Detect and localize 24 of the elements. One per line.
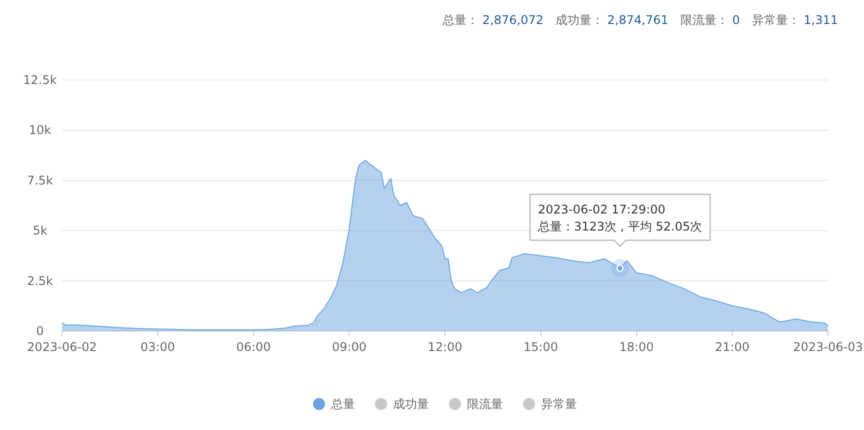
- legend-label: 总量: [330, 397, 355, 411]
- y-tick-label: 7.5k: [26, 173, 54, 188]
- text: 限流量： 0: [680, 13, 740, 27]
- y-tick-label: 5k: [32, 224, 48, 238]
- text: 成功量： 2,874,761: [555, 13, 668, 27]
- x-tick-label: 2023-06-02: [27, 340, 97, 354]
- x-tick-label: 03:00: [140, 340, 176, 354]
- annotation: 2023-06-02 17:29:00 总量：3123次 , 平均 52.05次: [537, 202, 702, 234]
- legend-label: 异常量: [541, 397, 577, 411]
- x-tick-label: 06:00: [236, 340, 271, 354]
- y-tick-label: 0: [36, 324, 44, 338]
- x-tick-label: 18:00: [619, 340, 654, 354]
- x-tick-label: 09:00: [332, 340, 367, 354]
- x-tick-label: 2023-06-03: [793, 340, 863, 354]
- y-tick-label: 10k: [28, 123, 52, 138]
- text: 异常量： 1,311: [752, 13, 838, 27]
- x-tick-label: 15:00: [523, 340, 558, 354]
- text: 总量： 2,876,072: [442, 13, 544, 27]
- legend-label: 成功量: [393, 397, 429, 411]
- y-tick-label: 12.5k: [23, 73, 57, 87]
- x-tick-label: 12:00: [428, 340, 462, 354]
- y-tick-label: 2.5k: [26, 274, 54, 288]
- x-tick-label: 21:00: [714, 340, 750, 354]
- legend-label: 限流量: [467, 397, 503, 411]
